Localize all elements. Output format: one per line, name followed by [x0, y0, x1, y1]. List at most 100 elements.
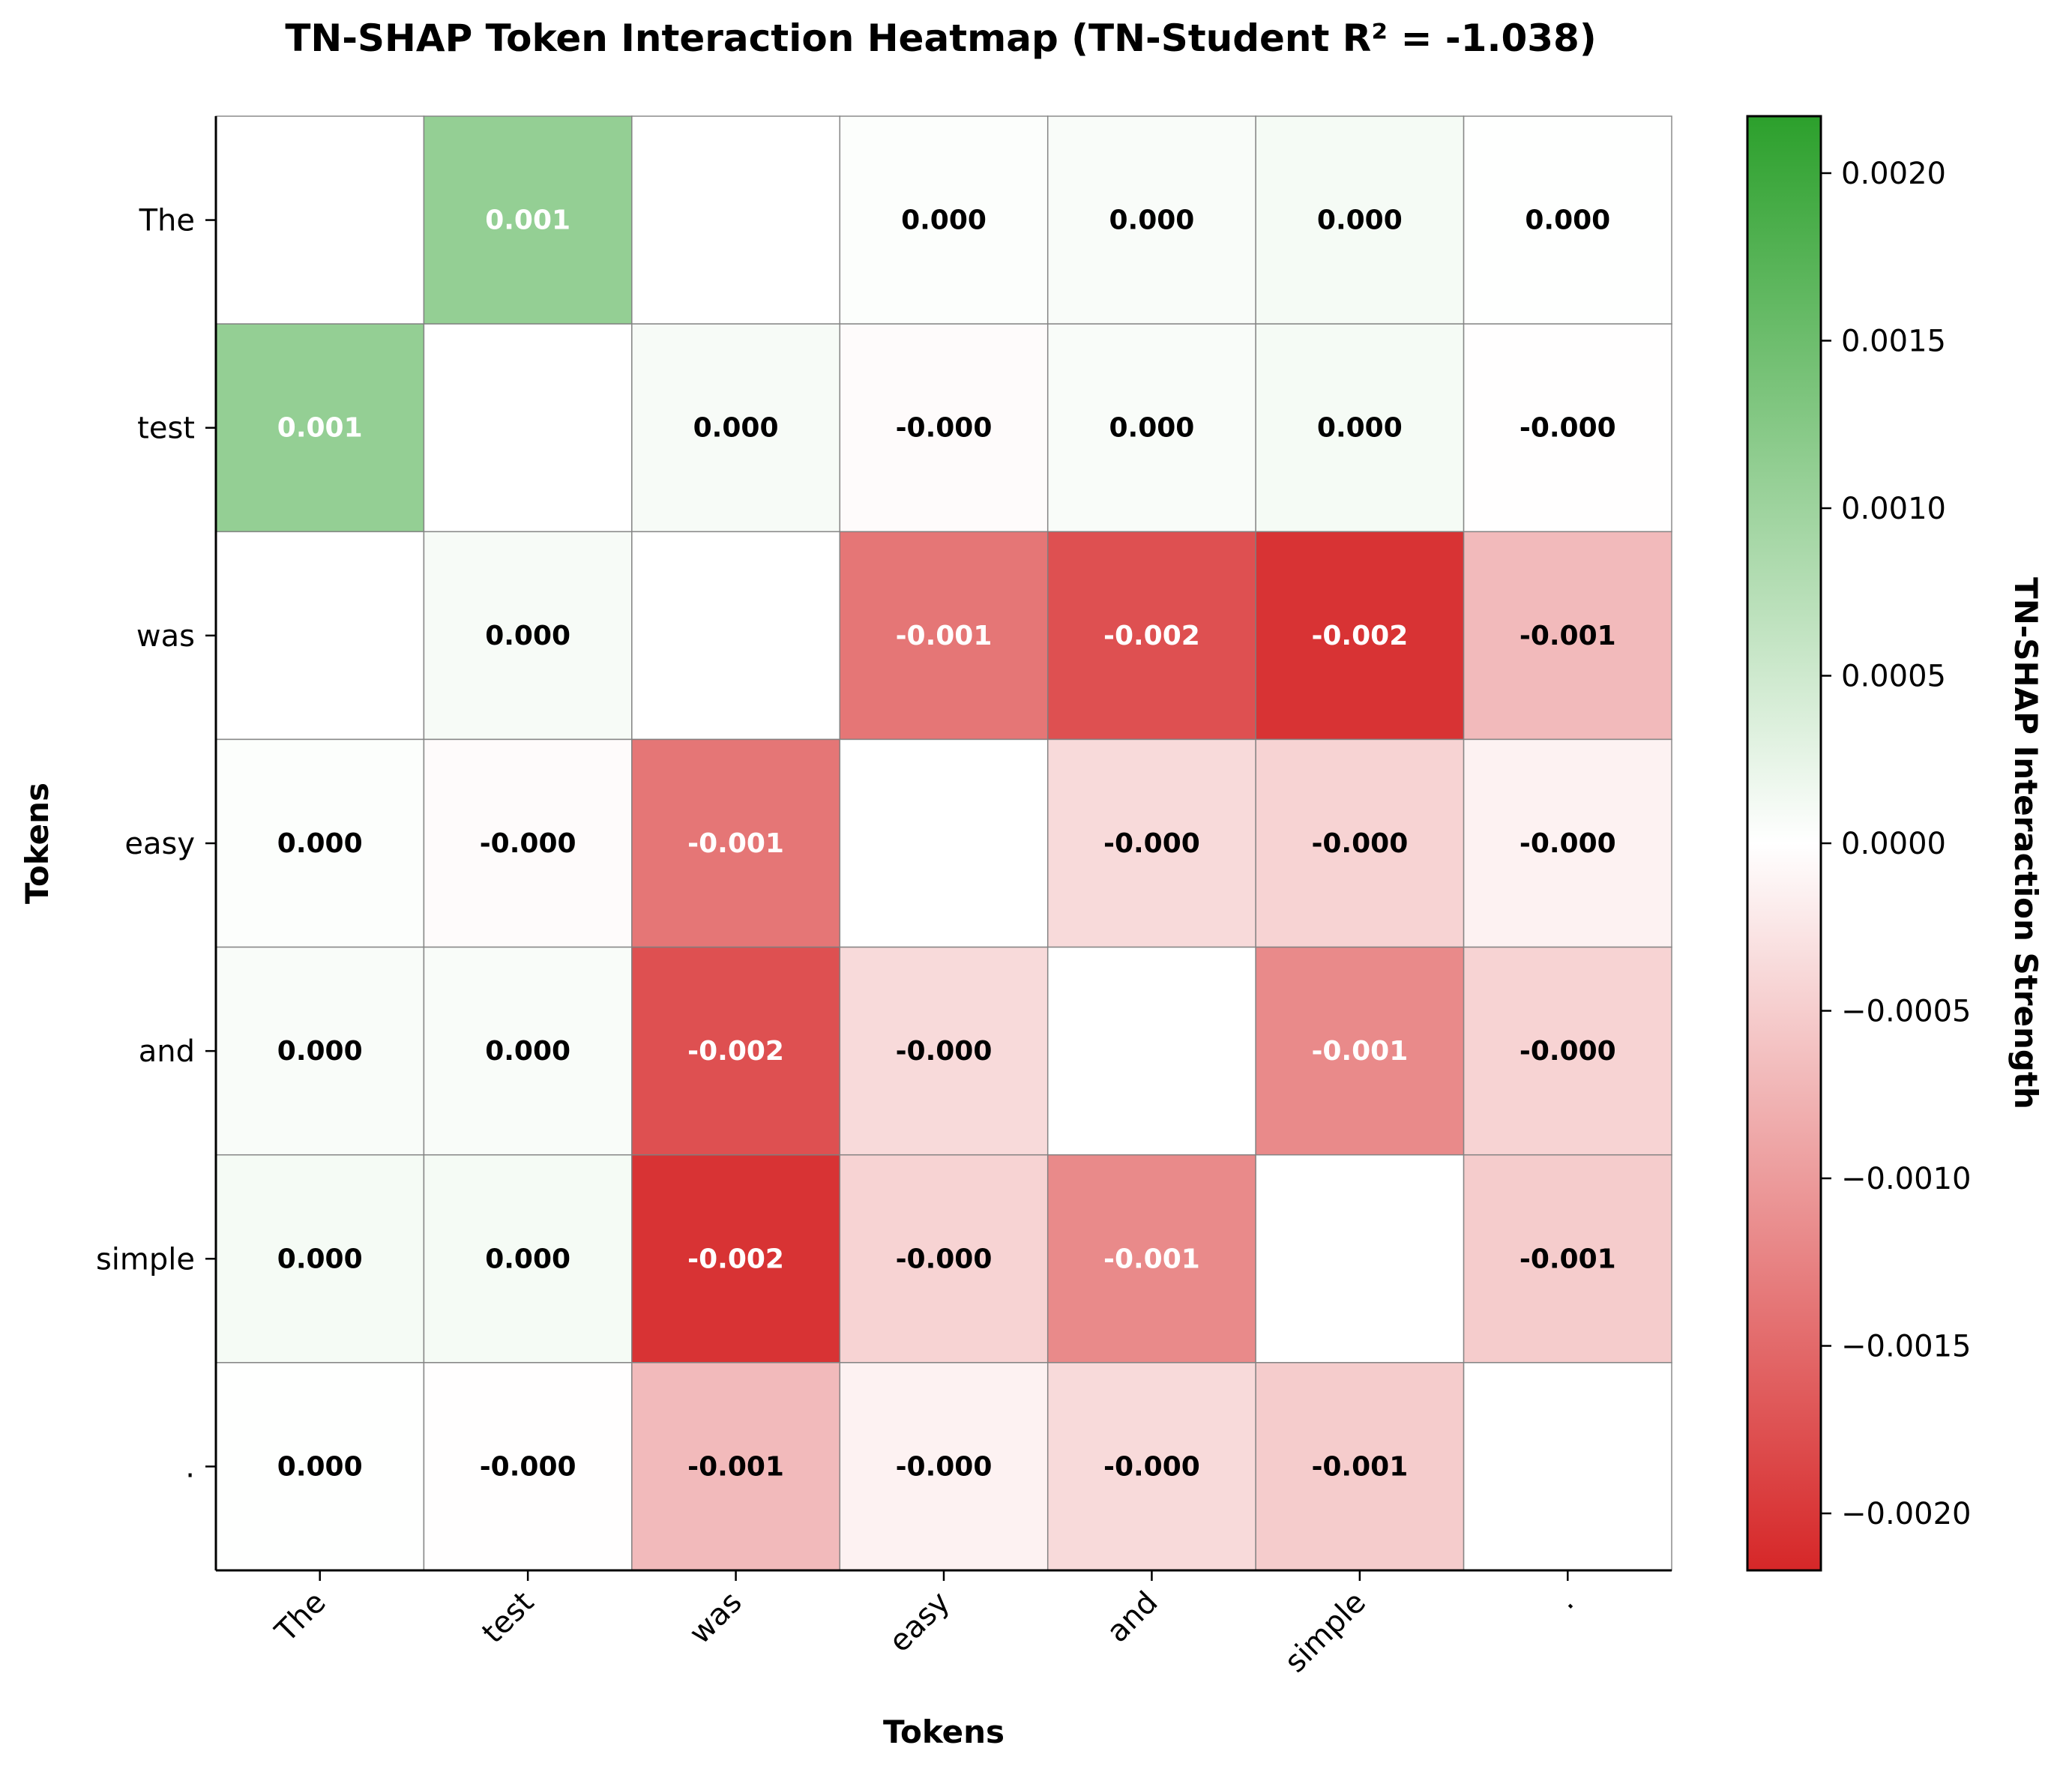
chart-title: TN-SHAP Token Interaction Heatmap (TN-St… — [285, 16, 1596, 60]
cell-value-label: 0.000 — [485, 1036, 570, 1067]
cell-value-label: -0.000 — [1520, 828, 1616, 859]
colorbar-tick-label: 0.0020 — [1841, 157, 1946, 191]
cell-value-label: -0.002 — [687, 1244, 784, 1274]
y-tick-label: simple — [96, 1242, 195, 1277]
heatmap-cell — [215, 323, 425, 533]
heatmap-cell — [1463, 323, 1672, 533]
colorbar-tick-label: 0.0015 — [1841, 324, 1946, 358]
cell-value-label: 0.001 — [277, 413, 363, 444]
cell-value-label: -0.002 — [687, 1036, 784, 1067]
x-axis-label: Tokens — [883, 1714, 1005, 1750]
colorbar — [1746, 115, 1822, 1572]
colorbar-tick-label: 0.0005 — [1841, 659, 1946, 693]
y-axis-label: Tokens — [19, 783, 55, 904]
heatmap-cell — [839, 531, 1049, 741]
heatmap-cell — [215, 946, 425, 1156]
cell-value-label: -0.001 — [687, 828, 784, 859]
heatmap-cell — [1255, 115, 1465, 325]
heatmap-cell — [631, 1154, 841, 1363]
x-tick-label: and — [1100, 1585, 1165, 1650]
cell-value-label: 0.000 — [277, 828, 363, 859]
heatmap-cell — [1463, 531, 1672, 741]
heatmap-cell — [1046, 738, 1256, 948]
heatmap-cell — [423, 738, 633, 948]
cell-value-label: 0.000 — [1109, 413, 1194, 444]
colorbar-tick-label: 0.0000 — [1841, 827, 1946, 861]
cell-value-label: -0.001 — [896, 621, 993, 651]
cell-value-label: 0.000 — [277, 1036, 363, 1067]
cell-value-label: -0.000 — [480, 828, 576, 859]
heatmap-cell — [1046, 1362, 1256, 1571]
cell-value-label: -0.001 — [1103, 1244, 1200, 1274]
colorbar-label: TN-SHAP Interaction Strength — [2008, 577, 2044, 1109]
heatmap-cell — [631, 1362, 841, 1571]
heatmap-cells — [215, 115, 1672, 1571]
cell-value-label: -0.000 — [1520, 1036, 1616, 1067]
cell-value-label: -0.001 — [1311, 1451, 1408, 1482]
y-tick-label: . — [185, 1450, 195, 1484]
heatmap-cell — [215, 1154, 425, 1363]
heatmap-cell — [215, 531, 425, 741]
colorbar-tick-label: −0.0005 — [1841, 995, 1971, 1029]
heatmap-cell — [1255, 1362, 1465, 1571]
heatmap-cell — [1463, 946, 1672, 1156]
x-axis-ticks: The test was easy and simple. — [268, 1570, 1580, 1679]
x-tick-label: simple — [1278, 1585, 1373, 1680]
x-tick-label: The — [268, 1585, 333, 1650]
y-tick-label: The — [139, 204, 195, 238]
heatmap-cell — [839, 946, 1049, 1156]
cell-value-label: 0.000 — [901, 205, 987, 236]
heatmap-cell — [1046, 531, 1256, 741]
cell-value-label: -0.000 — [896, 1451, 993, 1482]
y-axis-ticks: The test was easy and simple. — [96, 204, 216, 1484]
heatmap-cell — [839, 1362, 1049, 1571]
cell-value-label: -0.000 — [480, 1451, 576, 1482]
heatmap-cell — [1255, 946, 1465, 1156]
heatmap-cell — [1463, 115, 1672, 325]
heatmap-cell — [631, 531, 841, 741]
colorbar-tick-label: −0.0010 — [1841, 1162, 1971, 1196]
heatmap-cell — [215, 738, 425, 948]
cell-value-label: -0.000 — [1103, 1451, 1200, 1482]
cell-value-label: -0.001 — [1311, 1036, 1408, 1067]
cell-value-label: 0.000 — [485, 1244, 570, 1274]
cell-value-label: -0.000 — [1103, 828, 1200, 859]
heatmap-cell — [1255, 323, 1465, 533]
y-tick-label: easy — [124, 827, 195, 861]
x-tick-label: easy — [882, 1585, 957, 1660]
x-tick-label: test — [475, 1585, 540, 1651]
cell-value-label: -0.001 — [1520, 621, 1616, 651]
cell-value-label: -0.000 — [1520, 413, 1616, 444]
y-tick-label: test — [137, 412, 195, 446]
cell-value-label: 0.000 — [693, 413, 779, 444]
y-tick-label: was — [136, 619, 195, 654]
colorbar-ticks: 0.0020 0.0015 0.0010 0.0005 0.0000 −0.0005 −0.… — [1821, 157, 1971, 1531]
y-tick-label: and — [139, 1034, 195, 1069]
cell-value-label: -0.002 — [1311, 621, 1408, 651]
heatmap-cell — [631, 323, 841, 533]
cell-value-label: 0.000 — [277, 1244, 363, 1274]
heatmap-cell — [1046, 115, 1256, 325]
heatmap-cell — [1463, 1154, 1672, 1363]
heatmap-cell — [423, 323, 633, 533]
cell-value-label: 0.000 — [485, 621, 570, 651]
heatmap-cell — [423, 1362, 633, 1571]
heatmap-cell-labels: 0.001 0.000 0.000 0.000 0.000 0.001 0.000 -0.00… — [277, 205, 1616, 1483]
heatmap-cell — [215, 1362, 425, 1571]
heatmap-cell — [839, 323, 1049, 533]
colorbar-tick-label: −0.0020 — [1841, 1497, 1971, 1531]
heatmap-cell — [1046, 946, 1256, 1156]
cell-value-label: -0.002 — [1103, 621, 1200, 651]
cell-value-label: 0.000 — [277, 1451, 363, 1482]
cell-value-label: 0.000 — [1317, 413, 1403, 444]
heatmap-cell — [1463, 738, 1672, 948]
colorbar-tick-label: 0.0010 — [1841, 492, 1946, 526]
heatmap-cell — [631, 946, 841, 1156]
heatmap-cell — [1255, 1154, 1465, 1363]
cell-value-label: -0.000 — [896, 413, 993, 444]
cell-value-label: 0.001 — [485, 205, 570, 236]
x-tick-label: was — [683, 1585, 749, 1651]
cell-value-label: -0.000 — [896, 1036, 993, 1067]
heatmap-cell — [1255, 738, 1465, 948]
